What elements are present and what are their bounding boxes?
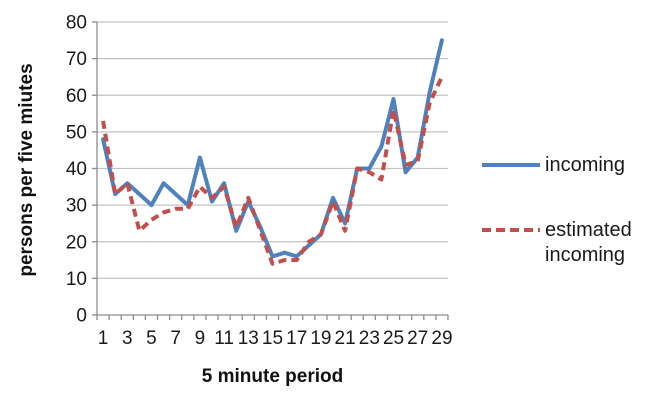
legend-swatch-dashed-line [482, 228, 540, 232]
y-tick-label: 20 [66, 232, 87, 253]
x-tick-label: 25 [383, 328, 404, 349]
x-tick-label: 11 [214, 328, 234, 349]
x-tick-label: 15 [262, 328, 283, 349]
y-tick-label: 50 [66, 122, 87, 143]
x-axis-title: 5 minute period [201, 366, 344, 387]
x-tick-label: 5 [146, 328, 157, 349]
y-tick-label: 10 [66, 269, 87, 290]
x-tick-label: 17 [286, 328, 307, 349]
y-tick-label: 40 [66, 159, 87, 180]
legend-item-estimated-incoming: estimated incoming [481, 218, 649, 268]
y-tick-label: 0 [76, 306, 87, 327]
legend-label-estimated-incoming: estimated incoming [545, 219, 632, 266]
x-tick-label: 29 [431, 328, 452, 349]
legend-item-incoming: incoming [481, 153, 649, 178]
y-axis-title: persons per five miutes [16, 63, 37, 277]
y-tick-label: 60 [66, 86, 87, 107]
x-tick-label: 1 [98, 328, 109, 349]
x-tick-label: 21 [335, 328, 356, 349]
legend-label-incoming: incoming [545, 154, 626, 176]
x-tick-label: 19 [310, 328, 331, 349]
series-line-estimated-incoming [101, 76, 444, 266]
legend-swatch-solid-line [482, 163, 540, 167]
x-tick-label: 23 [359, 328, 380, 349]
legend: incoming estimated incoming [481, 0, 650, 413]
x-tick-label: 13 [238, 328, 259, 349]
y-tick-label: 30 [66, 196, 87, 217]
x-tick-label: 9 [195, 328, 206, 349]
y-tick-label: 70 [66, 49, 87, 70]
x-tick-label: 3 [122, 328, 133, 349]
series-line-incoming [101, 38, 444, 259]
y-tick-label: 80 [66, 13, 87, 34]
x-tick-label: 27 [407, 328, 428, 349]
x-tick-label: 7 [170, 328, 181, 349]
